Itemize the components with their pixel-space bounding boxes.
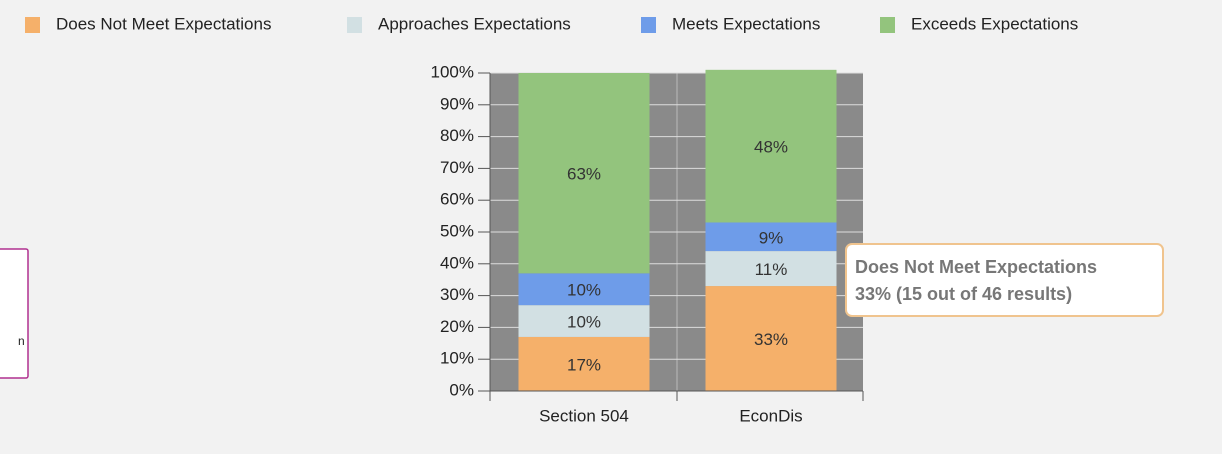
legend-swatch xyxy=(641,17,656,33)
value-label: 11% xyxy=(755,260,788,279)
value-label: 63% xyxy=(567,165,601,184)
bar-segment xyxy=(705,286,837,391)
bar-segment xyxy=(705,222,837,252)
tooltip xyxy=(845,243,1164,317)
legend-label: Meets Expectations xyxy=(672,14,820,33)
y-tick-label: 100% xyxy=(431,62,474,81)
y-tick-label: 0% xyxy=(449,380,474,399)
value-label: 17% xyxy=(567,355,601,374)
y-tick-label: 70% xyxy=(440,158,474,177)
tooltip-title: Does Not Meet Expectations xyxy=(855,257,1097,277)
y-tick-label: 40% xyxy=(440,253,474,272)
x-tick-label: Section 504 xyxy=(539,406,629,425)
legend-swatch xyxy=(25,17,40,33)
value-label: 10% xyxy=(567,313,601,332)
y-tick-label: 20% xyxy=(440,317,474,336)
legend-label: Approaches Expectations xyxy=(378,14,571,33)
bar-segment xyxy=(518,305,650,337)
bar-segment xyxy=(518,73,650,274)
bar-segment xyxy=(705,69,837,223)
legend-label: Exceeds Expectations xyxy=(911,14,1078,33)
tooltip-text: 33% (15 out of 46 results) xyxy=(855,284,1072,304)
left-panel xyxy=(0,248,29,379)
value-label: 48% xyxy=(754,138,788,157)
legend-swatch xyxy=(880,17,895,33)
y-tick-label: 30% xyxy=(440,285,474,304)
legend-swatch xyxy=(347,17,362,33)
x-tick-label: EconDis xyxy=(739,406,802,425)
value-label: 33% xyxy=(754,330,788,349)
y-tick-label: 10% xyxy=(440,349,474,368)
legend-label: Does Not Meet Expectations xyxy=(56,14,271,33)
bar-segment xyxy=(518,336,650,391)
bar-segment xyxy=(518,273,650,306)
y-tick-label: 60% xyxy=(440,190,474,209)
value-label: 10% xyxy=(567,281,601,300)
bar-segment xyxy=(705,251,837,287)
left-panel-text: n xyxy=(18,334,25,348)
value-label: 9% xyxy=(759,228,784,247)
y-tick-label: 50% xyxy=(440,221,474,240)
y-tick-label: 80% xyxy=(440,126,474,145)
y-tick-label: 90% xyxy=(440,94,474,113)
